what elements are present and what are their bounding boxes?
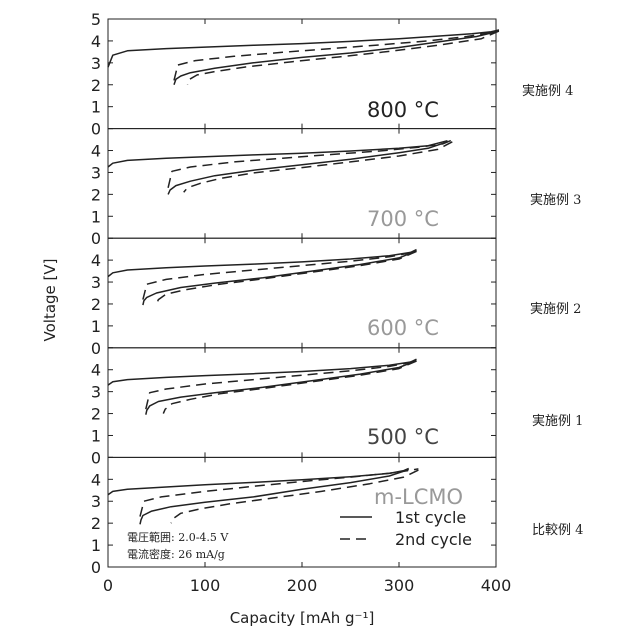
- x-axis-label: Capacity [mAh g⁻¹]: [230, 609, 375, 627]
- xtick-label-300: 300: [384, 576, 415, 595]
- legend-label-1st-cycle: 1st cycle: [395, 508, 466, 527]
- panel-4-series-4: [163, 361, 416, 414]
- panel-2-ytick-label-0: 0: [91, 229, 101, 248]
- panel-3-series-4: [157, 251, 417, 304]
- panel-4-label: 500 °C: [367, 425, 439, 449]
- xtick-label-400: 400: [481, 576, 512, 595]
- panel-1-ytick-label-0: 0: [91, 120, 101, 139]
- panel-3-ytick-label-2: 2: [91, 295, 101, 314]
- panel-5-series-2: [140, 470, 409, 525]
- side-label-5: 比較例 4: [532, 519, 583, 538]
- xtick-label-100: 100: [190, 576, 221, 595]
- panel-3-ytick-label-4: 4: [91, 251, 101, 270]
- panel-4-ytick-label-4: 4: [91, 361, 101, 380]
- panel-2-label: 700 °C: [367, 207, 439, 231]
- side-label-1: 実施例 4: [522, 80, 573, 99]
- panel-3-ytick-label-0: 0: [91, 339, 101, 358]
- panel-2-ytick-label-1: 1: [91, 207, 101, 226]
- panel-1-series-4: [188, 31, 499, 85]
- panel-4-ytick-label-3: 3: [91, 383, 101, 402]
- panel-2-series-1: [108, 141, 448, 167]
- side-label-2: 実施例 3: [530, 189, 581, 208]
- panel-1-series-2: [174, 31, 499, 85]
- panel-4-ytick-label-2: 2: [91, 405, 101, 424]
- panel-5-ytick-label-2: 2: [91, 514, 101, 533]
- panel-2-ytick-label-3: 3: [91, 163, 101, 182]
- y-axis-label: Voltage [V]: [41, 259, 59, 342]
- panel-2-ytick-label-4: 4: [91, 142, 101, 161]
- legend-label-2nd-cycle: 2nd cycle: [395, 530, 472, 549]
- xtick-label-200: 200: [287, 576, 318, 595]
- panel-5-ytick-label-0: 0: [91, 558, 101, 577]
- panel-1-ytick-label-4: 4: [91, 32, 101, 51]
- panel-3-ytick-label-3: 3: [91, 273, 101, 292]
- panel-1-ytick-label-3: 3: [91, 54, 101, 73]
- panel-5-ytick-label-4: 4: [91, 470, 101, 489]
- condition-voltage-range: 電圧範囲: 2.0-4.5 V: [127, 530, 229, 544]
- panel-2-ytick-label-2: 2: [91, 185, 101, 204]
- panel-1-label: 800 °C: [367, 98, 439, 122]
- panel-4-ytick-label-1: 1: [91, 426, 101, 445]
- panel-4-ytick-label-0: 0: [91, 448, 101, 467]
- panel-5-ytick-label-3: 3: [91, 492, 101, 511]
- panel-2-series-2: [168, 142, 447, 195]
- xtick-label-0: 0: [103, 576, 113, 595]
- side-label-3: 実施例 2: [530, 298, 581, 317]
- panel-5-label: m-LCMO: [374, 485, 463, 509]
- condition-current-density: 電流密度: 26 mA/g: [127, 547, 225, 561]
- panel-5-series-1: [108, 468, 409, 494]
- panel-5-ytick-label-1: 1: [91, 536, 101, 555]
- panel-1-ytick-label-5: 5: [91, 10, 101, 29]
- panel-1-ytick-label-2: 2: [91, 76, 101, 95]
- panel-1-series-3: [174, 30, 499, 80]
- panel-3-label: 600 °C: [367, 316, 439, 340]
- panel-1-series-1: [108, 30, 499, 67]
- side-label-4: 実施例 1: [532, 410, 583, 429]
- panel-2-series-4: [184, 142, 453, 192]
- panel-1-ytick-label-1: 1: [91, 98, 101, 117]
- panel-3-ytick-label-1: 1: [91, 317, 101, 336]
